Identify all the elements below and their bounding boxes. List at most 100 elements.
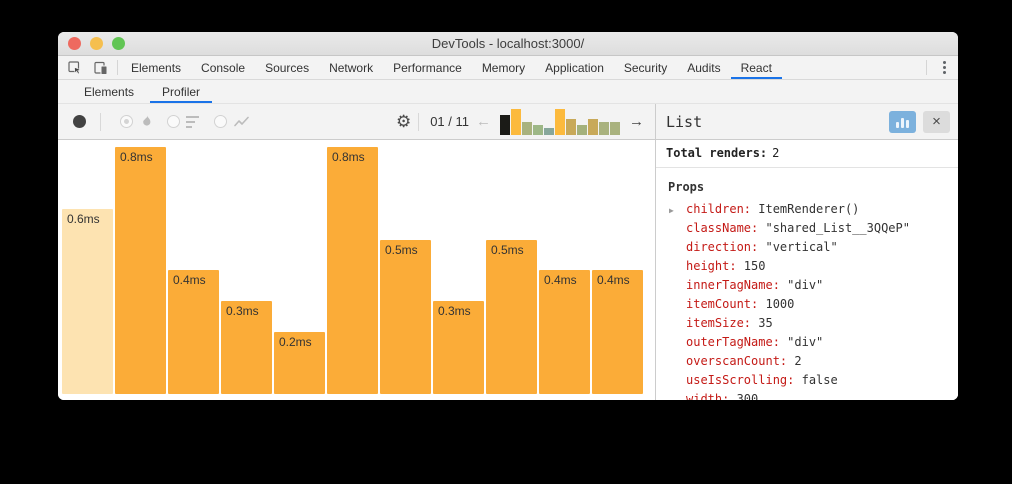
- commit-bar-10[interactable]: 0.4ms: [539, 270, 590, 394]
- commit-counter: 01 / 11: [430, 114, 469, 129]
- selected-component-name: List: [666, 113, 889, 131]
- line-chart-icon[interactable]: [233, 114, 249, 130]
- tabbar-right-divider: [926, 60, 927, 75]
- content-area: 0.6ms0.8ms0.4ms0.3ms0.2ms0.8ms0.5ms0.3ms…: [58, 140, 958, 400]
- minichart-bar-8[interactable]: [577, 125, 587, 135]
- profiler-toolbar: ⚙ 01 / 11 ← →: [58, 104, 655, 139]
- ranked-radio[interactable]: [167, 115, 180, 128]
- commit-bar-8[interactable]: 0.3ms: [433, 301, 484, 394]
- previous-commit-arrow-icon[interactable]: ←: [476, 114, 491, 129]
- commit-bar-label: 0.6ms: [62, 209, 113, 226]
- devtools-tabbar: ElementsConsoleSourcesNetworkPerformance…: [58, 56, 958, 80]
- expand-triangle-icon[interactable]: ▶: [669, 201, 674, 220]
- prop-row-classname: className: "shared_List__3QQeP": [668, 219, 946, 238]
- prop-row-itemcount: itemCount: 1000: [668, 295, 946, 314]
- prop-value: "vertical": [758, 240, 837, 254]
- props-title: Props: [668, 180, 946, 195]
- commit-bars: 0.6ms0.8ms0.4ms0.3ms0.2ms0.8ms0.5ms0.3ms…: [62, 140, 645, 394]
- commit-bar-label: 0.4ms: [592, 270, 643, 287]
- total-renders-value: 2: [772, 146, 779, 160]
- prop-row-itemsize: itemSize: 35: [668, 314, 946, 333]
- device-toolbar-icon[interactable]: [88, 56, 114, 79]
- close-panel-button[interactable]: ×: [923, 111, 950, 133]
- minichart-bar-6[interactable]: [555, 109, 565, 135]
- zoom-window-button[interactable]: [112, 37, 125, 50]
- minichart-bar-4[interactable]: [533, 125, 543, 135]
- tab-security[interactable]: Security: [614, 56, 677, 79]
- tab-application[interactable]: Application: [535, 56, 614, 79]
- panel-header: List ×: [655, 104, 958, 139]
- prop-row-useisscrolling: useIsScrolling: false: [668, 371, 946, 390]
- commit-bar-5[interactable]: 0.2ms: [274, 332, 325, 394]
- prop-value: "div": [780, 278, 823, 292]
- tabbar-spacer: [782, 56, 923, 79]
- prop-value: 150: [737, 259, 766, 273]
- react-subtabbar: ElementsProfiler: [58, 80, 958, 104]
- ranked-mode: [167, 114, 202, 130]
- devtools-window: DevTools - localhost:3000/ ElementsConso…: [58, 32, 958, 400]
- prop-value: 300: [729, 392, 758, 400]
- minichart-bar-7[interactable]: [566, 119, 576, 135]
- minichart-bar-2[interactable]: [511, 109, 521, 135]
- flame-icon[interactable]: [139, 114, 155, 130]
- prop-value: 2: [787, 354, 801, 368]
- prop-name: itemCount:: [686, 297, 758, 311]
- minichart-bar-5[interactable]: [544, 128, 554, 135]
- prop-name: outerTagName:: [686, 335, 780, 349]
- prop-name: direction:: [686, 240, 758, 254]
- prop-value: "shared_List__3QQeP": [758, 221, 910, 235]
- tab-react[interactable]: React: [731, 56, 782, 79]
- commit-bar-9[interactable]: 0.5ms: [486, 240, 537, 394]
- commit-bar-7[interactable]: 0.5ms: [380, 240, 431, 394]
- interactions-radio[interactable]: [214, 115, 227, 128]
- prop-value: "div": [780, 335, 823, 349]
- minichart-bar-1[interactable]: [500, 115, 510, 135]
- tab-sources[interactable]: Sources: [255, 56, 319, 79]
- commit-bar-label: 0.4ms: [539, 270, 590, 287]
- window-title: DevTools - localhost:3000/: [58, 36, 958, 51]
- prop-value: ItemRenderer(): [751, 202, 859, 216]
- commit-bar-6[interactable]: 0.8ms: [327, 147, 378, 394]
- commit-chart: 0.6ms0.8ms0.4ms0.3ms0.2ms0.8ms0.5ms0.3ms…: [58, 140, 655, 400]
- tab-network[interactable]: Network: [319, 56, 383, 79]
- minichart-bar-10[interactable]: [599, 122, 609, 135]
- commit-bar-4[interactable]: 0.3ms: [221, 301, 272, 394]
- minichart-bar-9[interactable]: [588, 119, 598, 135]
- commit-bar-label: 0.4ms: [168, 270, 219, 287]
- close-window-button[interactable]: [68, 37, 81, 50]
- ranked-chart-icon[interactable]: [186, 114, 202, 130]
- commit-bar-label: 0.8ms: [327, 147, 378, 164]
- prop-value: false: [794, 373, 837, 387]
- minichart-bar-3[interactable]: [522, 122, 532, 135]
- record-button[interactable]: [73, 115, 86, 128]
- flamegraph-radio[interactable]: [120, 115, 133, 128]
- subtab-profiler[interactable]: Profiler: [150, 80, 212, 103]
- props-section: Props ▶children: ItemRenderer()className…: [656, 168, 958, 400]
- view-component-chart-button[interactable]: [889, 111, 916, 133]
- commit-bar-11[interactable]: 0.4ms: [592, 270, 643, 394]
- minimize-window-button[interactable]: [90, 37, 103, 50]
- subtab-elements[interactable]: Elements: [72, 80, 146, 103]
- prop-row-height: height: 150: [668, 257, 946, 276]
- tab-audits[interactable]: Audits: [677, 56, 730, 79]
- interactions-mode: [214, 114, 249, 130]
- tab-console[interactable]: Console: [191, 56, 255, 79]
- commit-bar-2[interactable]: 0.8ms: [115, 147, 166, 394]
- gear-icon[interactable]: ⚙: [396, 113, 411, 130]
- prop-name: width:: [686, 392, 729, 400]
- prop-value: 35: [751, 316, 773, 330]
- inspect-element-icon[interactable]: [62, 56, 88, 79]
- tab-performance[interactable]: Performance: [383, 56, 472, 79]
- devtools-menu-button[interactable]: [930, 56, 958, 79]
- tab-memory[interactable]: Memory: [472, 56, 535, 79]
- commit-bar-3[interactable]: 0.4ms: [168, 270, 219, 394]
- minichart-bar-11[interactable]: [610, 122, 620, 135]
- prop-name: itemSize:: [686, 316, 751, 330]
- tab-elements[interactable]: Elements: [121, 56, 191, 79]
- next-commit-arrow-icon[interactable]: →: [629, 114, 644, 129]
- commit-bar-1[interactable]: 0.6ms: [62, 209, 113, 394]
- commit-bar-label: 0.5ms: [380, 240, 431, 257]
- flamegraph-mode: [120, 114, 155, 130]
- toolbar-divider-2: [418, 113, 419, 131]
- component-panel: Total renders:2 Props ▶children: ItemRen…: [655, 140, 958, 400]
